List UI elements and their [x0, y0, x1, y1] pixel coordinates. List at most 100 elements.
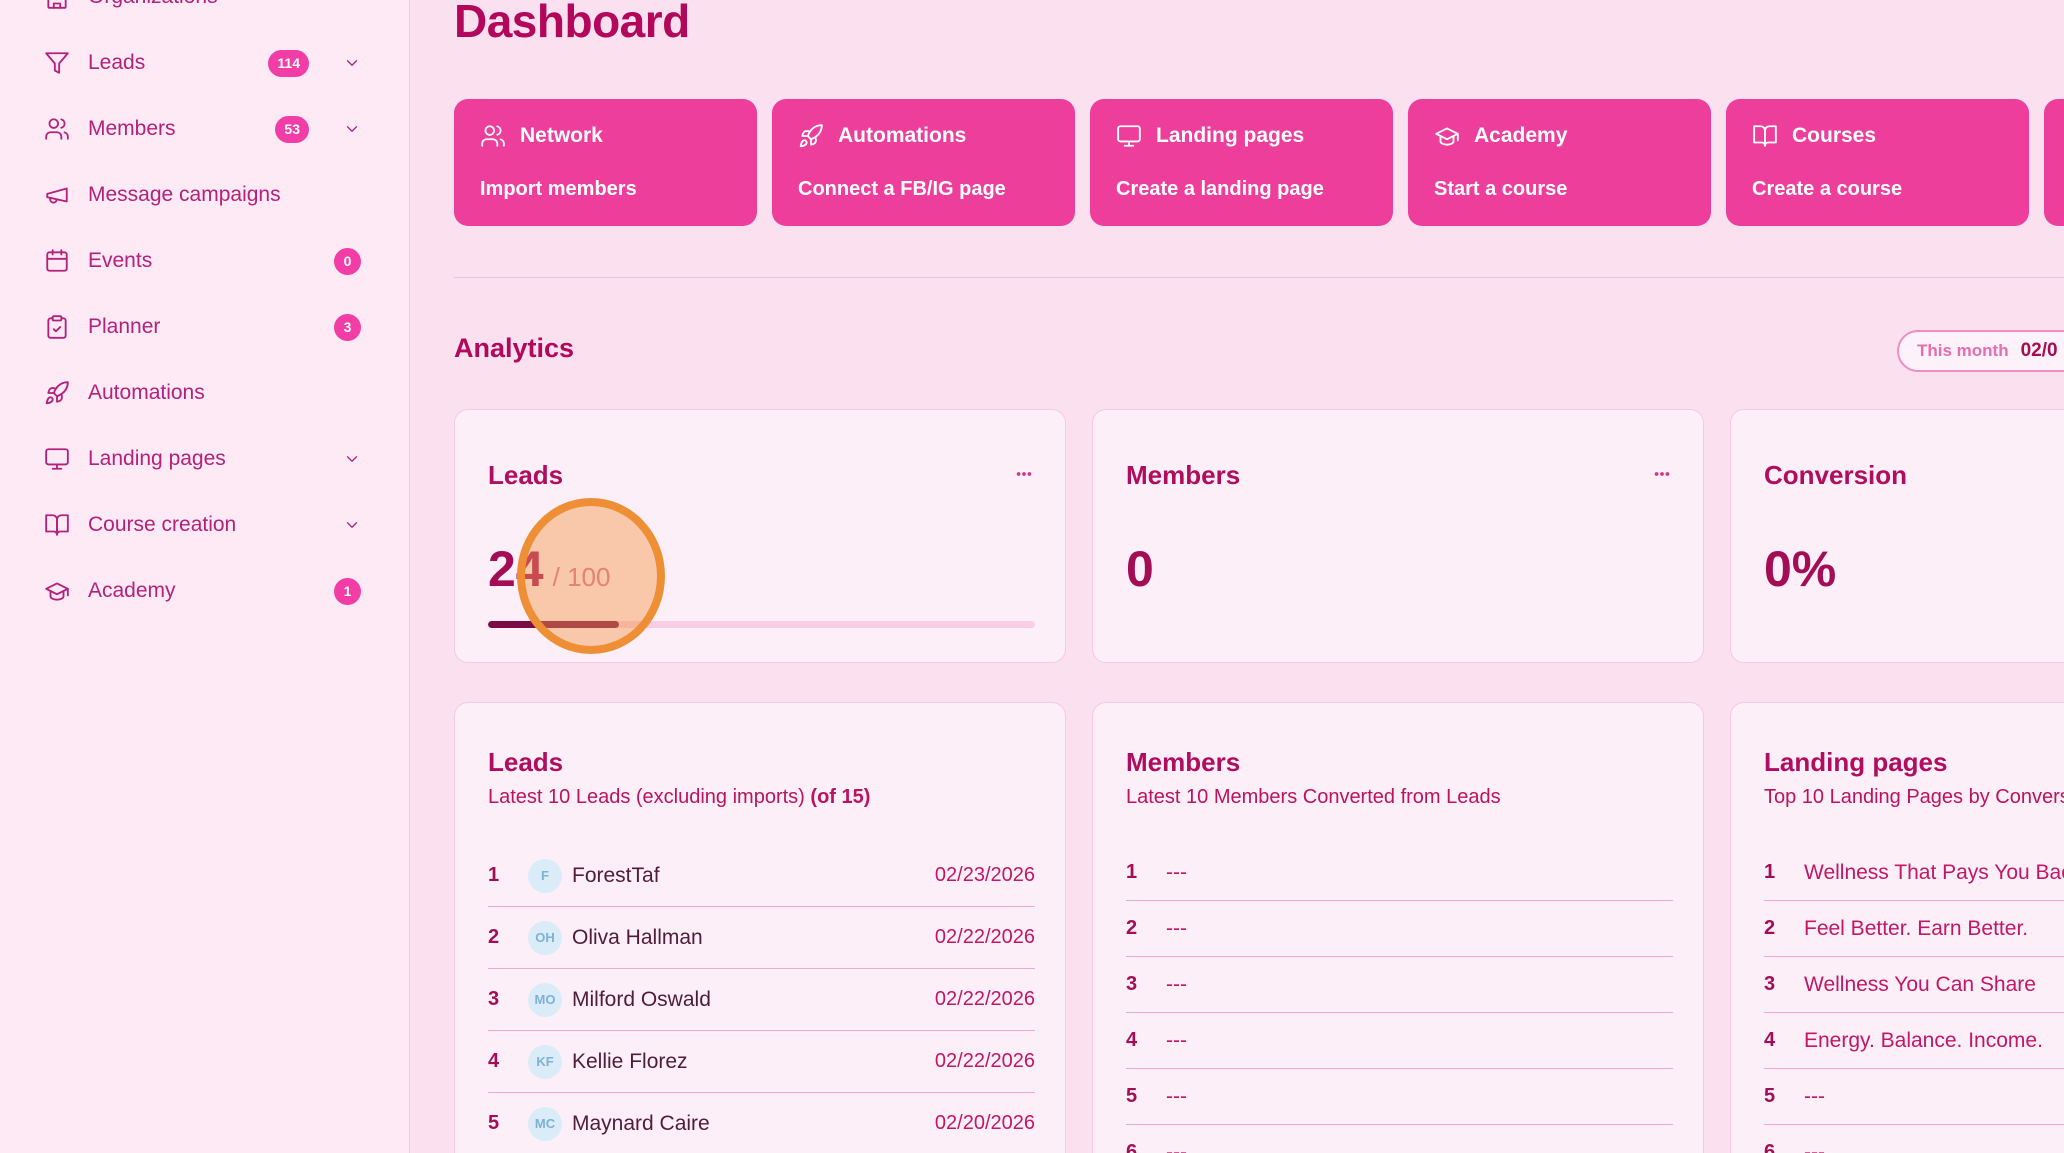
landing-pages-list-card: Landing pages Top 10 Landing Pages by Con…	[1730, 702, 2064, 1153]
sidebar-item-academy[interactable]: Academy 1	[0, 558, 409, 624]
quick-action-landing-pages[interactable]: Landing pages Create a landing page	[1090, 99, 1393, 226]
users-icon	[480, 123, 506, 149]
count-badge: 114	[268, 49, 309, 77]
date-range-picker[interactable]: This month 02/0	[1897, 330, 2064, 372]
gradcap-icon	[1434, 123, 1460, 149]
lead-name: Kellie Florez	[572, 1049, 688, 1073]
sidebar-item-message-campaigns[interactable]: Message campaigns	[0, 162, 409, 228]
stat-card-conversion: Conversion 0%	[1730, 409, 2064, 663]
chevron-down-icon[interactable]	[343, 450, 361, 468]
quick-actions-row: Network Import members Automations Connect …	[454, 99, 2064, 226]
member-row[interactable]: 2 ---	[1126, 901, 1673, 957]
clipboard-icon	[44, 314, 70, 340]
member-row[interactable]: 1 ---	[1126, 845, 1673, 901]
rocket-icon	[798, 123, 824, 149]
sidebar-item-label: Planner	[88, 315, 161, 338]
sidebar-item-automations[interactable]: Automations	[0, 360, 409, 426]
lead-row[interactable]: 1 F ForestTaf 02/23/2026	[488, 845, 1035, 907]
sidebar-item-label: Leads	[88, 51, 146, 74]
book-icon	[44, 512, 70, 538]
list-card-subtitle-bold: (of 15)	[810, 786, 871, 808]
landing-page-row[interactable]: 3 Wellness You Can Share	[1764, 957, 2064, 1013]
action-card-subtitle: Start a course	[1434, 178, 1568, 200]
sidebar-item-course-creation[interactable]: Course creation	[0, 492, 409, 558]
member-placeholder: ---	[1166, 1140, 1187, 1153]
row-rank: 4	[1764, 1029, 1776, 1051]
action-card-title: Network	[520, 124, 603, 147]
ellipsis-menu-icon[interactable]	[1649, 461, 1675, 490]
quick-action-courses[interactable]: Courses Create a course	[1726, 99, 2029, 226]
stat-card-header: Conversion	[1764, 460, 2064, 491]
landing-page-row[interactable]: 5 ---	[1764, 1069, 2064, 1125]
member-placeholder: ---	[1166, 1084, 1187, 1108]
member-placeholder: ---	[1166, 972, 1187, 996]
action-card-title: Courses	[1792, 124, 1877, 147]
landing-page-row[interactable]: 1 Wellness That Pays You Back	[1764, 845, 2064, 901]
list-card-subtitle: Latest 10 Leads (excluding imports) (of …	[488, 786, 870, 809]
quick-action-automations[interactable]: Automations Connect a FB/IG page	[772, 99, 1075, 226]
sidebar-item-events[interactable]: Events 0	[0, 228, 409, 294]
chevron-down-icon[interactable]	[343, 54, 361, 72]
avatar: F	[528, 858, 562, 893]
lead-row[interactable]: 4 KF Kellie Florez 02/22/2026	[488, 1031, 1035, 1093]
avatar: OH	[528, 920, 562, 955]
row-rank: 4	[488, 1050, 500, 1072]
list-card-title: Leads	[488, 747, 564, 777]
lead-row[interactable]: 3 MO Milford Oswald 02/22/2026	[488, 969, 1035, 1031]
landing-page-title: Feel Better. Earn Better.	[1804, 916, 2029, 940]
lead-name: Oliva Hallman	[572, 925, 703, 949]
lead-name: Maynard Caire	[572, 1111, 710, 1135]
building-icon	[44, 0, 70, 10]
member-row[interactable]: 6 ---	[1126, 1125, 1673, 1153]
member-row[interactable]: 5 ---	[1126, 1069, 1673, 1125]
lead-row[interactable]: 2 OH Oliva Hallman 02/22/2026	[488, 907, 1035, 969]
progress-bar-fill	[488, 621, 620, 628]
sidebar-nav: Organizations Leads 114 Members 53 Message ca…	[0, 0, 409, 624]
stat-value-group: 0	[1126, 540, 1154, 598]
member-row[interactable]: 3 ---	[1126, 957, 1673, 1013]
landing-page-row[interactable]: 2 Feel Better. Earn Better.	[1764, 901, 2064, 957]
row-rank: 3	[1764, 973, 1776, 995]
summary-lists-row: Leads Latest 10 Leads (excluding imports)…	[454, 702, 2064, 1153]
avatar: MO	[528, 982, 562, 1017]
sidebar-item-landing-pages[interactable]: Landing pages	[0, 426, 409, 492]
member-placeholder: ---	[1166, 1028, 1187, 1052]
main-content: Dashboard Network Import members Automatio…	[410, 0, 2064, 1153]
lead-row[interactable]: 5 MC Maynard Caire 02/20/2026	[488, 1093, 1035, 1153]
stat-card-leads: Leads 24 / 100	[454, 409, 1066, 663]
action-card-subtitle: Create a landing page	[1116, 178, 1324, 200]
member-placeholder: ---	[1166, 916, 1187, 940]
member-row[interactable]: 4 ---	[1126, 1013, 1673, 1069]
chevron-down-icon[interactable]	[343, 516, 361, 534]
card-menu-button[interactable]	[1649, 461, 1675, 490]
chevron-down-icon[interactable]	[343, 120, 361, 138]
list-rows: 1 Wellness That Pays You Back 2 Feel Better…	[1764, 845, 2064, 1153]
row-rank: 3	[488, 988, 500, 1010]
row-rank: 1	[1764, 861, 1776, 883]
quick-action-cut-off[interactable]	[2044, 99, 2064, 226]
ellipsis-menu-icon[interactable]	[1011, 461, 1037, 490]
row-rank: 6	[1764, 1141, 1776, 1153]
sidebar-item-organizations[interactable]: Organizations	[0, 0, 409, 30]
sidebar-item-members[interactable]: Members 53	[0, 96, 409, 162]
calendar-icon	[44, 248, 70, 274]
book-icon	[1752, 123, 1778, 149]
landing-page-row[interactable]: 4 Energy. Balance. Income.	[1764, 1013, 2064, 1069]
members-list-card: Members Latest 10 Members Converted from …	[1092, 702, 1704, 1153]
sidebar-item-leads[interactable]: Leads 114	[0, 30, 409, 96]
sidebar-item-planner[interactable]: Planner 3	[0, 294, 409, 360]
lead-name: ForestTaf	[572, 863, 660, 887]
megaphone-icon	[44, 182, 70, 208]
stat-value-max: / 100	[552, 562, 611, 592]
users-icon	[44, 116, 70, 142]
sidebar-item-label: Automations	[88, 381, 205, 404]
sidebar-item-label: Academy	[88, 579, 176, 602]
sidebar-item-label: Course creation	[88, 513, 237, 536]
lead-date: 02/22/2026	[934, 988, 1035, 1010]
quick-action-academy[interactable]: Academy Start a course	[1408, 99, 1711, 226]
card-menu-button[interactable]	[1011, 461, 1037, 490]
gradcap-icon	[44, 578, 70, 604]
avatar: MC	[528, 1106, 562, 1141]
quick-action-network[interactable]: Network Import members	[454, 99, 757, 226]
landing-page-row[interactable]: 6 ---	[1764, 1125, 2064, 1153]
